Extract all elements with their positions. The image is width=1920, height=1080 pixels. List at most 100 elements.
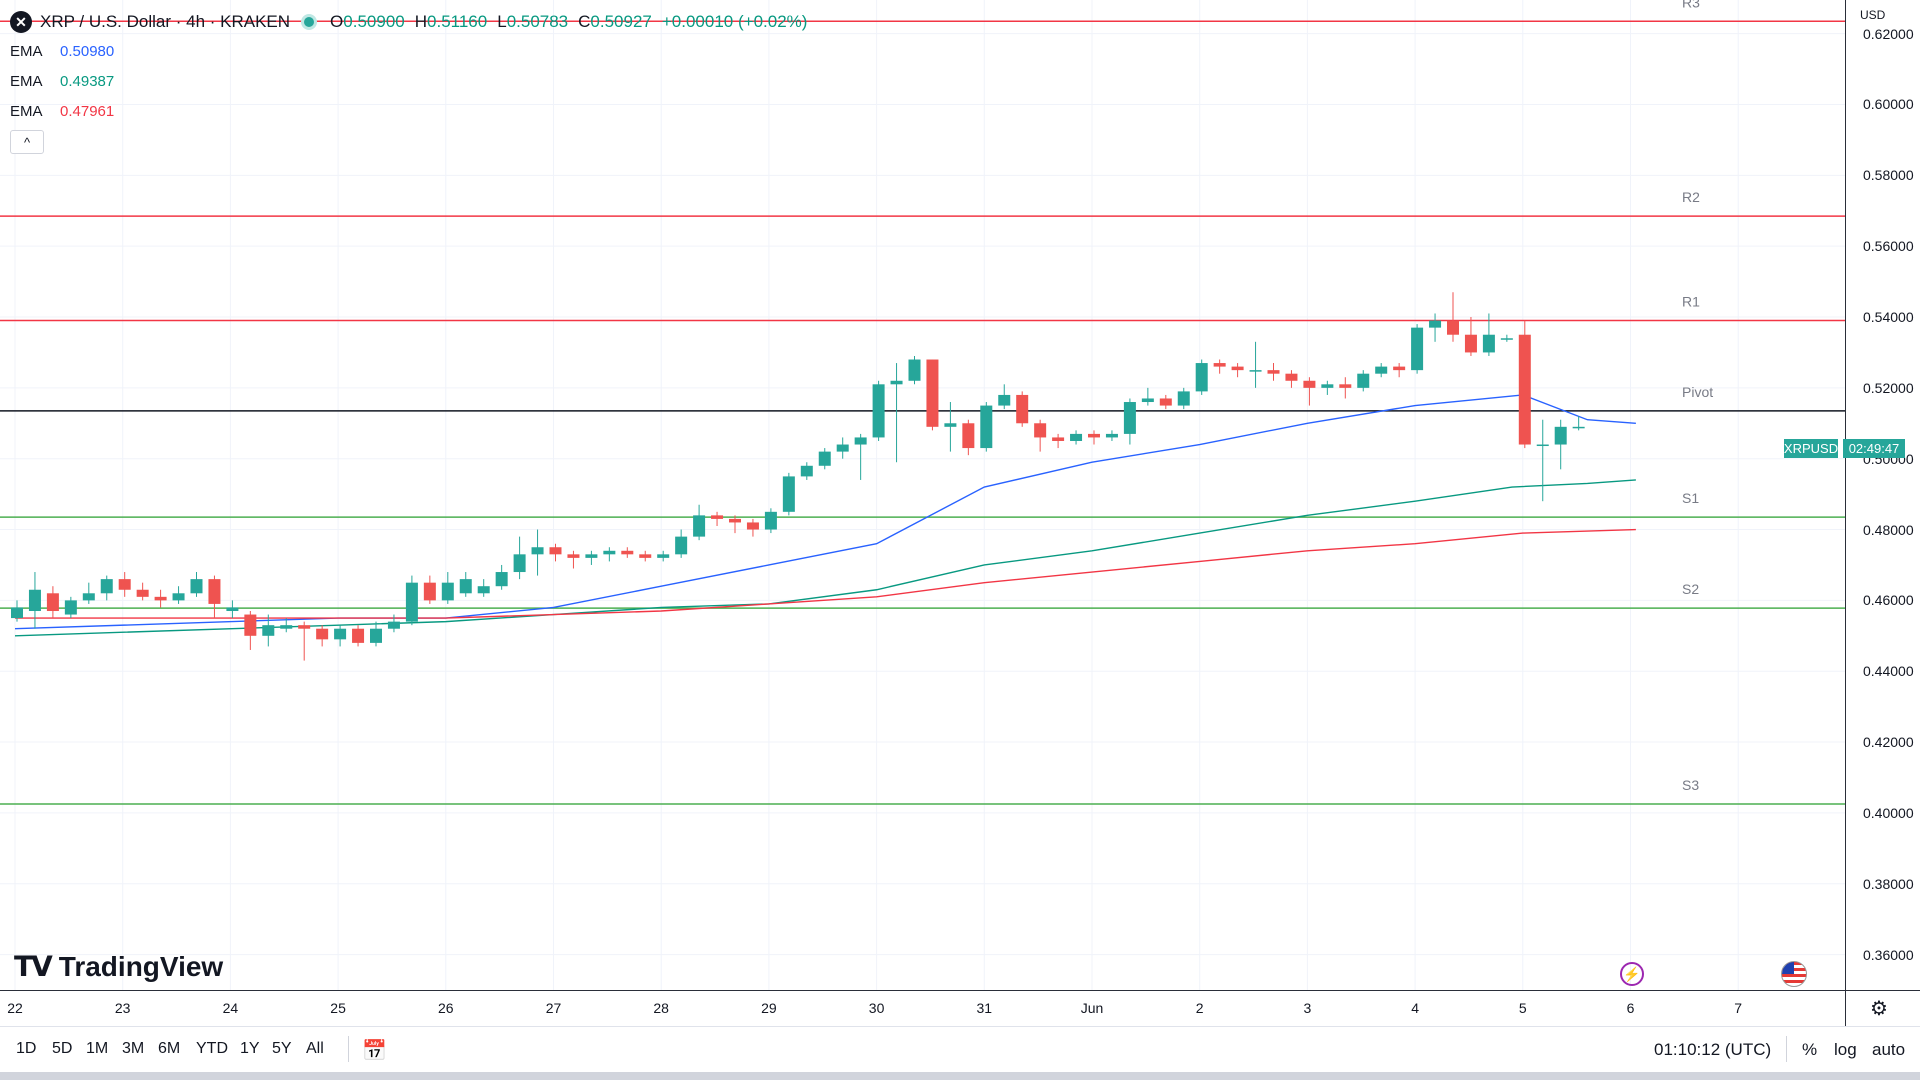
us-flag-event-icon[interactable]	[1781, 961, 1807, 987]
candle[interactable]	[1267, 363, 1280, 381]
candle[interactable]	[567, 550, 580, 569]
candle[interactable]	[64, 596, 77, 619]
candle[interactable]	[1141, 387, 1154, 406]
candle[interactable]	[352, 625, 365, 647]
candle[interactable]	[1231, 363, 1244, 378]
candle[interactable]	[423, 575, 436, 604]
candle[interactable]	[495, 564, 508, 590]
ema-line-3[interactable]	[15, 528, 1636, 619]
price-axis[interactable]	[1845, 0, 1920, 990]
candle[interactable]	[908, 355, 921, 385]
candle[interactable]	[334, 625, 347, 647]
candle[interactable]	[764, 508, 777, 534]
candle[interactable]	[944, 402, 957, 452]
candle[interactable]	[1500, 334, 1513, 342]
candle[interactable]	[1321, 380, 1334, 395]
currency-label[interactable]: USD	[1860, 8, 1886, 22]
candle[interactable]	[962, 419, 975, 456]
candle[interactable]	[370, 621, 382, 647]
candle[interactable]	[1536, 419, 1549, 502]
timeframe-button-5d[interactable]: 5D	[52, 1040, 73, 1057]
calendar-range-icon[interactable]: 📅	[362, 1040, 387, 1062]
candle[interactable]	[729, 515, 741, 534]
candle[interactable]	[1554, 419, 1567, 470]
ema-line-1[interactable]	[14, 394, 1636, 630]
candle[interactable]	[1411, 324, 1424, 374]
candle[interactable]	[405, 575, 418, 626]
candle[interactable]	[1052, 433, 1065, 449]
candle[interactable]	[316, 625, 329, 647]
candle[interactable]	[1429, 313, 1442, 342]
collapse-legend-button[interactable]: ^	[10, 130, 44, 154]
settings-gear-icon[interactable]: ⚙	[1870, 998, 1888, 1020]
candle[interactable]	[1159, 394, 1172, 410]
candle[interactable]	[872, 380, 885, 441]
candle[interactable]	[1195, 359, 1208, 395]
candle[interactable]	[100, 575, 113, 601]
candle[interactable]	[1464, 317, 1477, 356]
candle[interactable]	[926, 359, 939, 431]
candle[interactable]	[298, 621, 311, 661]
timeframe-button-5y[interactable]: 5Y	[272, 1040, 292, 1057]
candle[interactable]	[226, 600, 239, 619]
candle[interactable]	[836, 437, 849, 459]
symbol-header[interactable]: ✕ XRP / U.S. Dollar · 4h · KRAKEN O 0.50…	[10, 8, 817, 36]
candle[interactable]	[82, 582, 95, 604]
indicator-ema-1[interactable]: EMA 0.50980	[10, 36, 817, 66]
candle[interactable]	[441, 572, 454, 604]
indicator-ema-2[interactable]: EMA 0.49387	[10, 66, 817, 96]
candle[interactable]	[1447, 292, 1459, 342]
candle[interactable]	[782, 472, 795, 516]
candle[interactable]	[1105, 430, 1118, 441]
chart-plot[interactable]: R3 R2 R1 Pivot S1 S2 S3	[0, 0, 1845, 990]
candle[interactable]	[621, 547, 634, 558]
candle[interactable]	[639, 550, 652, 562]
candle[interactable]	[1518, 320, 1531, 449]
candle[interactable]	[1016, 391, 1029, 427]
candle[interactable]	[11, 600, 23, 622]
candle[interactable]	[998, 384, 1011, 410]
candle[interactable]	[118, 572, 131, 597]
timeframe-button-1y[interactable]: 1Y	[240, 1040, 260, 1057]
candle[interactable]	[800, 462, 813, 480]
time-axis[interactable]	[0, 990, 1845, 1027]
candle[interactable]	[746, 518, 759, 537]
candle[interactable]	[693, 504, 706, 541]
timeframe-button-all[interactable]: All	[306, 1040, 324, 1057]
utc-clock[interactable]: 01:10:12 (UTC)	[1654, 1040, 1772, 1059]
symbol-title[interactable]: XRP / U.S. Dollar · 4h · KRAKEN	[40, 12, 291, 31]
chart-canvas[interactable]: R3 R2 R1 Pivot S1 S2 S3	[0, 0, 1845, 990]
tradingview-logo[interactable]: 𝗧𝗩 TradingView	[14, 950, 223, 983]
candle[interactable]	[154, 589, 167, 608]
candle[interactable]	[1088, 430, 1100, 445]
candle[interactable]	[1375, 363, 1388, 378]
ema-line-2[interactable]	[14, 479, 1636, 637]
candle[interactable]	[1285, 370, 1298, 388]
candle[interactable]	[172, 586, 185, 604]
candle[interactable]	[1393, 363, 1406, 378]
candle[interactable]	[1123, 398, 1136, 445]
candle[interactable]	[208, 575, 221, 619]
candle[interactable]	[585, 550, 598, 565]
candle[interactable]	[854, 433, 867, 480]
candle[interactable]	[280, 618, 293, 633]
candle[interactable]	[262, 614, 275, 647]
timeframe-button-1m[interactable]: 1M	[86, 1040, 109, 1057]
candle[interactable]	[459, 572, 472, 597]
indicator-ema-3[interactable]: EMA 0.47961	[10, 96, 817, 126]
candle[interactable]	[1339, 377, 1352, 399]
candle[interactable]	[190, 572, 203, 597]
candle[interactable]	[675, 529, 688, 558]
timeframe-button-6m[interactable]: 6M	[158, 1040, 181, 1057]
candle[interactable]	[818, 448, 831, 470]
flash-event-icon[interactable]: ⚡	[1620, 962, 1644, 986]
timeframe-button-3m[interactable]: 3M	[122, 1040, 145, 1057]
candle[interactable]	[46, 586, 59, 619]
candle[interactable]	[1572, 416, 1585, 431]
candle[interactable]	[1213, 359, 1226, 374]
candle[interactable]	[531, 529, 544, 576]
candle[interactable]	[1034, 419, 1047, 452]
candle[interactable]	[244, 611, 257, 650]
candle[interactable]	[711, 511, 724, 526]
auto-scale-button[interactable]: auto	[1872, 1040, 1906, 1059]
